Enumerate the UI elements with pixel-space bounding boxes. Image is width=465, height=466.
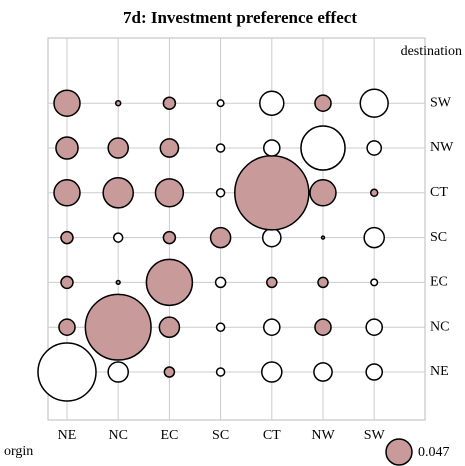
bubble <box>234 155 310 231</box>
bubble <box>313 362 333 382</box>
bubble <box>314 318 332 336</box>
x-tick-label: CT <box>263 428 281 443</box>
bubble <box>53 179 81 207</box>
bubble <box>363 226 385 249</box>
bubble <box>145 258 194 307</box>
bubble <box>259 90 285 116</box>
bubble <box>314 94 332 112</box>
x-tick-label: NE <box>58 428 77 443</box>
bubble <box>115 279 121 286</box>
bubble <box>365 318 383 336</box>
bubble <box>359 88 389 118</box>
bubble <box>369 188 379 198</box>
bubble <box>216 99 225 108</box>
bubble <box>154 178 185 208</box>
bubble <box>366 140 383 156</box>
bubble <box>266 276 278 289</box>
bubble <box>102 176 135 209</box>
bubble <box>214 276 227 289</box>
bubble <box>261 361 283 383</box>
plot-frame <box>47 37 426 421</box>
bubble <box>58 318 76 336</box>
bubble <box>84 293 152 361</box>
bubble <box>215 188 226 198</box>
bubble <box>107 361 129 383</box>
x-tick-label: EC <box>160 428 178 443</box>
bubble <box>60 275 74 290</box>
bubble <box>209 226 232 249</box>
bubble <box>215 143 226 153</box>
bubble <box>159 138 180 158</box>
bubble <box>263 318 281 336</box>
y-tick-label: NE <box>430 364 449 379</box>
y-tick-label: CT <box>430 185 448 200</box>
y-tick-label: NC <box>430 319 449 334</box>
bubble <box>162 230 177 245</box>
y-tick-label: SC <box>430 230 447 245</box>
legend-label: 0.047 <box>418 445 450 460</box>
y-tick-label: SW <box>430 95 452 110</box>
bubble <box>162 96 177 110</box>
bubble <box>300 125 346 171</box>
bubble <box>114 99 122 107</box>
x-tick-label: NW <box>311 428 335 443</box>
bubble <box>158 316 181 338</box>
y-tick-label: EC <box>430 275 448 290</box>
legend-bubble <box>385 438 413 466</box>
bubble <box>37 342 97 402</box>
x-tick-label: SC <box>212 428 229 443</box>
bubble <box>112 232 124 243</box>
x-tick-label: SW <box>364 428 386 443</box>
bubble <box>163 366 176 378</box>
bubble <box>365 363 383 381</box>
y-axis-title: destination <box>401 44 462 59</box>
bubble <box>263 139 281 157</box>
bubble <box>309 179 337 207</box>
bubble <box>215 322 226 332</box>
bubble <box>261 227 282 248</box>
x-tick-label: NC <box>108 428 127 443</box>
y-tick-label: NW <box>430 140 454 155</box>
bubble <box>370 278 379 287</box>
chart-title: 7d: Investment preference effect <box>123 8 357 27</box>
bubble <box>60 230 74 245</box>
x-axis-title: orgin <box>4 444 33 459</box>
bubble <box>107 137 129 159</box>
bubble <box>215 367 226 377</box>
bubble <box>53 89 81 117</box>
bubble <box>55 136 79 160</box>
bubble <box>317 276 329 289</box>
bubble <box>320 235 326 240</box>
